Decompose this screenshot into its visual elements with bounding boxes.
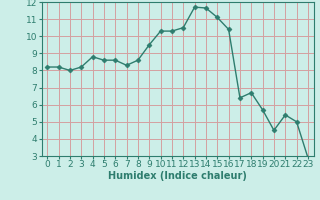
X-axis label: Humidex (Indice chaleur): Humidex (Indice chaleur) (108, 171, 247, 181)
